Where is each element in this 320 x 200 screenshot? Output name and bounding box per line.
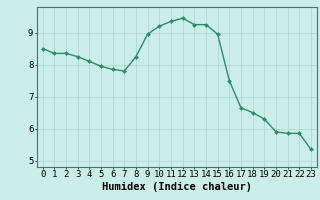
X-axis label: Humidex (Indice chaleur): Humidex (Indice chaleur) [102, 182, 252, 192]
